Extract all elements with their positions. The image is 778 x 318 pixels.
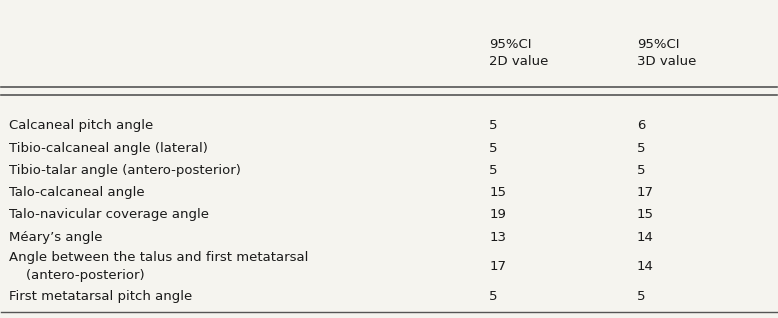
Text: Talo-navicular coverage angle: Talo-navicular coverage angle <box>9 208 209 221</box>
Text: 17: 17 <box>636 186 654 199</box>
Text: 15: 15 <box>489 186 506 199</box>
Text: 5: 5 <box>636 290 645 302</box>
Text: 5: 5 <box>489 120 498 133</box>
Text: 5: 5 <box>489 142 498 155</box>
Text: 17: 17 <box>489 260 506 273</box>
Text: 13: 13 <box>489 231 506 244</box>
Text: 15: 15 <box>636 208 654 221</box>
Text: 95%CI
3D value: 95%CI 3D value <box>636 38 696 68</box>
Text: 14: 14 <box>636 231 654 244</box>
Text: Calcaneal pitch angle: Calcaneal pitch angle <box>9 120 153 133</box>
Text: Talo-calcaneal angle: Talo-calcaneal angle <box>9 186 145 199</box>
Text: Tibio-talar angle (antero-posterior): Tibio-talar angle (antero-posterior) <box>9 164 241 177</box>
Text: 5: 5 <box>636 164 645 177</box>
Text: 14: 14 <box>636 260 654 273</box>
Text: 5: 5 <box>636 142 645 155</box>
Text: 6: 6 <box>636 120 645 133</box>
Text: 5: 5 <box>489 290 498 302</box>
Text: 19: 19 <box>489 208 506 221</box>
Text: 95%CI
2D value: 95%CI 2D value <box>489 38 548 68</box>
Text: Angle between the talus and first metatarsal
    (antero-posterior): Angle between the talus and first metata… <box>9 251 309 282</box>
Text: Méary’s angle: Méary’s angle <box>9 231 103 244</box>
Text: First metatarsal pitch angle: First metatarsal pitch angle <box>9 290 192 302</box>
Text: Tibio-calcaneal angle (lateral): Tibio-calcaneal angle (lateral) <box>9 142 208 155</box>
Text: 5: 5 <box>489 164 498 177</box>
